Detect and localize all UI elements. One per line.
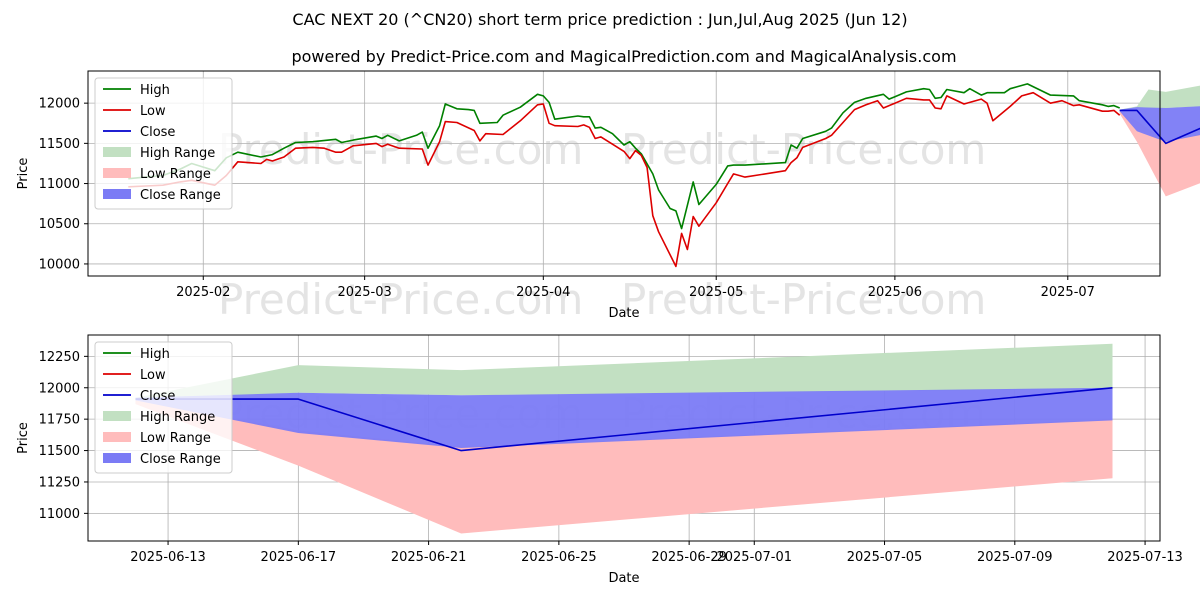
high-line <box>128 83 1121 230</box>
legend-low-label: Low <box>140 104 166 119</box>
y-axis-label: Price <box>16 422 31 454</box>
x-tick-label: 2025-06-17 <box>261 550 337 565</box>
x-tick-label: 2025-06 <box>868 285 922 300</box>
legend-low-range-swatch <box>103 168 131 178</box>
y-tick-label: 12000 <box>39 97 80 112</box>
legend-close-range-label: Close Range <box>140 188 221 203</box>
legend-high-range-label: High Range <box>140 146 215 161</box>
y-tick-label: 11250 <box>39 475 80 490</box>
x-tick-label: 2025-05 <box>689 285 743 300</box>
legend-low-label: Low <box>140 368 166 383</box>
y-tick-label: 11000 <box>39 507 80 522</box>
legend: High Low Close High Range Low Range Close Ran… <box>94 77 233 210</box>
legend-close-label: Close <box>140 389 175 404</box>
x-tick-label: 2025-07 <box>1041 285 1095 300</box>
x-axis-label: Date <box>608 306 639 321</box>
x-tick-label: 2025-06-25 <box>521 550 597 565</box>
close-line <box>1119 109 1200 145</box>
x-axis-label: Date <box>608 571 639 586</box>
legend-close-range-swatch <box>103 453 131 463</box>
x-tick-label: 2025-02 <box>176 285 230 300</box>
y-tick-label: 12000 <box>39 381 80 396</box>
watermark-text: Predict-Price.com <box>218 125 583 174</box>
y-axis-label: Price <box>16 158 31 190</box>
chart-subtitle: powered by Predict-Price.com and Magical… <box>291 47 956 66</box>
lower-plot: Predict-Price.comPredict-Price.com110001… <box>16 334 1183 586</box>
y-tick-label: 11500 <box>39 444 80 459</box>
low-line <box>128 91 1121 268</box>
legend-close-range-label: Close Range <box>140 452 221 467</box>
x-tick-label: 2025-06-29 <box>651 550 727 565</box>
watermark-text: Predict-Price.com <box>218 275 583 324</box>
legend-close-label: Close <box>140 125 175 140</box>
legend-low-range-swatch <box>103 432 131 442</box>
plot-frame <box>87 70 1161 277</box>
y-tick-label: 11000 <box>39 177 80 192</box>
y-tick-label: 10000 <box>39 257 80 272</box>
watermark-text: Predict-Price.com <box>621 125 986 174</box>
watermark-text: Predict-Price.com <box>621 275 986 324</box>
legend-high-label: High <box>140 347 170 362</box>
y-tick-label: 10500 <box>39 217 80 232</box>
low-range-band <box>135 400 1113 534</box>
x-tick-label: 2025-03 <box>337 285 391 300</box>
legend-low-range-label: Low Range <box>140 167 211 182</box>
chart-title: CAC NEXT 20 (^CN20) short term price pre… <box>292 10 907 29</box>
x-tick-label: 2025-07-01 <box>716 550 792 565</box>
x-tick-label: 2025-04 <box>516 285 570 300</box>
high-range-band <box>135 343 1113 401</box>
x-tick-label: 2025-07-13 <box>1107 550 1183 565</box>
y-tick-label: 11500 <box>39 137 80 152</box>
plot-frame <box>87 334 1161 542</box>
legend-close-range-swatch <box>103 189 131 199</box>
legend: High Low Close High Range Low Range Close Ran… <box>94 341 233 474</box>
y-tick-label: 12250 <box>39 350 80 365</box>
legend-high-range-swatch <box>103 147 131 157</box>
close-range-band <box>135 387 1113 449</box>
legend-high-range-swatch <box>103 411 131 421</box>
x-tick-label: 2025-06-21 <box>391 550 467 565</box>
y-tick-label: 11750 <box>39 413 80 428</box>
legend-high-range-label: High Range <box>140 410 215 425</box>
legend-low-range-label: Low Range <box>140 431 211 446</box>
upper-plot: Predict-Price.com Predict-Price.com Predic… <box>16 70 1200 324</box>
x-tick-label: 2025-07-05 <box>847 550 923 565</box>
legend-high-label: High <box>140 83 170 98</box>
x-tick-label: 2025-07-09 <box>977 550 1053 565</box>
x-tick-label: 2025-06-13 <box>130 550 206 565</box>
